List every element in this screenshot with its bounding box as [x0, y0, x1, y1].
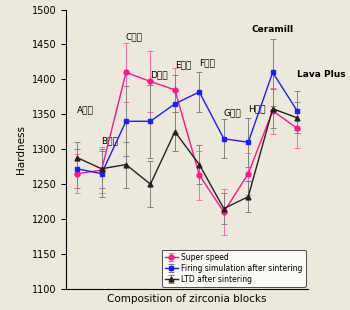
Y-axis label: Hardness: Hardness — [16, 125, 26, 174]
Text: B조성: B조성 — [102, 137, 118, 146]
Text: C조성: C조성 — [126, 32, 143, 41]
Legend: Super speed, Firing simulation after sintering, LTD after sintering: Super speed, Firing simulation after sin… — [162, 250, 306, 287]
X-axis label: Composition of zirconia blocks: Composition of zirconia blocks — [107, 294, 267, 304]
Text: E조성: E조성 — [175, 60, 191, 69]
Text: D조성: D조성 — [150, 70, 168, 79]
Text: A조성: A조성 — [77, 105, 94, 114]
Text: H조성: H조성 — [248, 104, 266, 113]
Text: F조성: F조성 — [199, 59, 215, 68]
Text: Lava Plus: Lava Plus — [297, 70, 346, 79]
Text: Ceramill: Ceramill — [252, 25, 294, 34]
Text: G조성: G조성 — [224, 109, 241, 118]
